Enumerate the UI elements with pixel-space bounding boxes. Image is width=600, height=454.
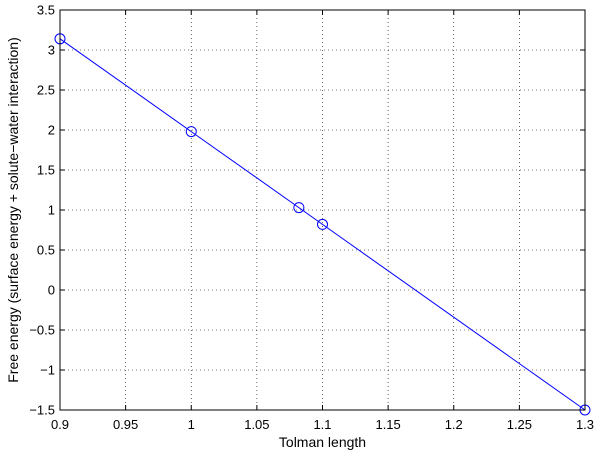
series-line bbox=[59, 38, 586, 411]
x-tick-label: 1.25 bbox=[507, 417, 532, 432]
y-tick-label: 2 bbox=[48, 123, 55, 138]
x-tick-label: 0.9 bbox=[51, 417, 69, 432]
y-axis-label: Free energy (surface energy + solute−wat… bbox=[5, 37, 21, 383]
x-tick-label: 0.95 bbox=[113, 417, 138, 432]
x-tick-label: 1.1 bbox=[313, 417, 331, 432]
y-tick-label: 0 bbox=[48, 283, 55, 298]
y-tick-label: −1 bbox=[40, 363, 55, 378]
y-tick-labels: −1.5 −1 −0.5 0 0.5 1 1.5 2 2.5 3 3.5 bbox=[29, 3, 55, 418]
y-tick-label: −1.5 bbox=[29, 403, 55, 418]
x-tick-label: 1.05 bbox=[244, 417, 269, 432]
y-tick-label: 0.5 bbox=[37, 243, 55, 258]
x-tick-label: 1 bbox=[188, 417, 195, 432]
data-point-marker bbox=[293, 202, 305, 214]
grid-lines bbox=[60, 10, 585, 410]
y-tick-label: 1 bbox=[48, 203, 55, 218]
x-tick-label: 1.3 bbox=[576, 417, 594, 432]
x-axis-label: Tolman length bbox=[279, 434, 366, 450]
x-tick-label: 1.2 bbox=[445, 417, 463, 432]
y-tick-label: 2.5 bbox=[37, 83, 55, 98]
y-tick-label: 3.5 bbox=[37, 3, 55, 18]
y-tick-label: 3 bbox=[48, 43, 55, 58]
y-tick-label: 1.5 bbox=[37, 163, 55, 178]
x-tick-labels: 0.9 0.95 1 1.05 1.1 1.15 1.2 1.25 1.3 bbox=[51, 417, 594, 432]
data-point-marker bbox=[317, 218, 328, 230]
tick-marks bbox=[59, 9, 586, 411]
y-tick-label: −0.5 bbox=[29, 323, 55, 338]
x-tick-label: 1.15 bbox=[375, 417, 400, 432]
data-point-marker bbox=[185, 126, 197, 138]
